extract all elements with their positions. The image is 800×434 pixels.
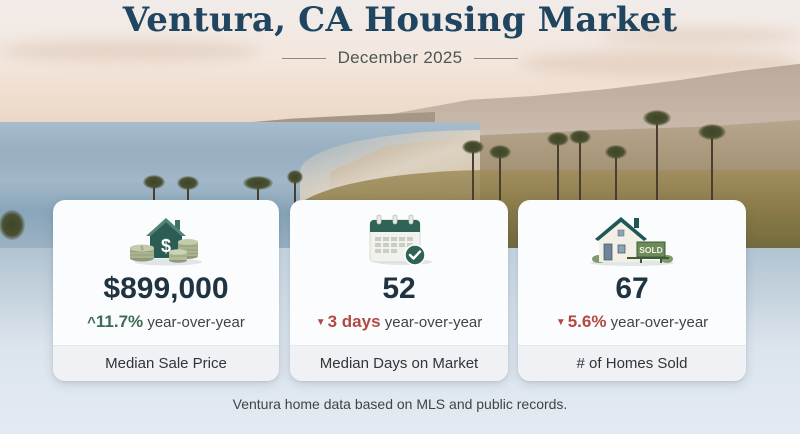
palm-tree [603, 145, 629, 200]
stat-card-median-sale-price: $ $ $899,000 [53, 200, 279, 381]
stat-label: Median Sale Price [53, 345, 279, 381]
palm-tree [285, 170, 305, 210]
divider-line-right [474, 57, 519, 59]
stat-value: 52 [382, 272, 416, 305]
palm-tree [176, 176, 200, 206]
subtitle-row: December 2025 [0, 48, 800, 68]
stat-change: ^11.7% year-over-year [53, 312, 279, 333]
palm-tree [568, 130, 592, 200]
cloud [600, 28, 800, 44]
stat-label: Median Days on Market [290, 345, 508, 381]
change-suffix: year-over-year [380, 314, 483, 331]
svg-text:SOLD: SOLD [639, 245, 663, 255]
palm-tree [697, 124, 727, 200]
trend-down-icon: ▼ [555, 317, 566, 328]
svg-text:$: $ [141, 246, 144, 252]
house-sold-sign-icon: SOLD [587, 212, 677, 272]
report-date: December 2025 [337, 48, 463, 67]
trend-up-icon: ^ [87, 314, 96, 331]
change-value: 3 days [327, 312, 381, 331]
cloud [0, 40, 260, 62]
stat-change: ▼ 5.6% year-over-year [518, 312, 746, 333]
stat-card-homes-sold: SOLD 67 ▼ 5.6% year-over-year # of Homes … [518, 200, 746, 381]
calendar-check-icon [364, 210, 434, 272]
stat-change: ▼ 3 days year-over-year [290, 312, 508, 333]
palm-tree [642, 110, 672, 200]
reflection-streak [740, 248, 800, 348]
change-suffix: year-over-year [143, 314, 245, 331]
divider-line-left [281, 57, 326, 59]
svg-text:$: $ [161, 236, 171, 256]
house-money-icon: $ $ [126, 212, 206, 272]
palm-tree [546, 132, 570, 202]
stat-value: $899,000 [103, 272, 229, 305]
card-body: 52 ▼ 3 days year-over-year [290, 200, 508, 345]
change-value: 11.7% [95, 312, 144, 331]
palm-tree [142, 175, 166, 205]
change-suffix: year-over-year [606, 314, 709, 331]
stat-value: 67 [615, 272, 649, 305]
trend-down-icon: ▼ [315, 317, 326, 328]
card-body: SOLD 67 ▼ 5.6% year-over-year [518, 200, 746, 345]
palm-tree [0, 210, 25, 250]
card-body: $ $ $899,000 [53, 200, 279, 345]
palm-tree [243, 176, 273, 206]
stat-label: # of Homes Sold [518, 345, 746, 381]
stat-card-median-days-on-market: 52 ▼ 3 days year-over-year Median Days on… [290, 200, 508, 381]
page-title: Ventura, CA Housing Market [122, 0, 678, 40]
palm-tree [461, 140, 485, 200]
data-source-note: Ventura home data based on MLS and publi… [232, 396, 568, 412]
palm-tree [488, 145, 512, 200]
change-value: 5.6% [567, 312, 607, 331]
